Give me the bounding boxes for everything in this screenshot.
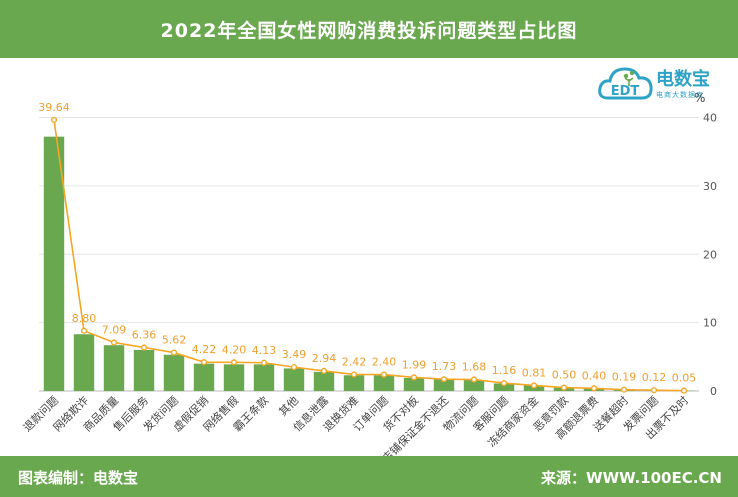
logo-mark-text: EDT bbox=[611, 84, 640, 99]
line-point bbox=[50, 116, 58, 124]
logo-slogan-text: 电商大数据库 bbox=[656, 91, 704, 99]
bar bbox=[43, 136, 65, 391]
line-point bbox=[200, 359, 208, 366]
line-series bbox=[50, 116, 688, 394]
line-point bbox=[560, 384, 568, 391]
data-label: 0.50 bbox=[552, 369, 577, 382]
y-axis-ticks: 0 10 20 30 40 bbox=[703, 112, 717, 399]
data-label: 2.94 bbox=[312, 352, 337, 365]
line-point bbox=[350, 371, 358, 378]
footer-bar: 图表编制：电数宝 来源：WWW.100EC.CN bbox=[0, 456, 738, 497]
bar bbox=[163, 354, 185, 391]
bar bbox=[223, 364, 245, 391]
line-point bbox=[140, 344, 148, 351]
data-label: 0.05 bbox=[672, 372, 697, 385]
bar bbox=[463, 380, 485, 391]
data-label: 1.73 bbox=[432, 360, 457, 373]
bar bbox=[343, 375, 365, 391]
line-point bbox=[110, 339, 118, 346]
line-point bbox=[620, 386, 628, 393]
line-point bbox=[320, 367, 328, 374]
data-label: 2.40 bbox=[372, 356, 397, 369]
y-tick-label: 0 bbox=[710, 385, 717, 398]
header-bar: 2022年全国女性网购消费投诉问题类型占比图 bbox=[0, 0, 738, 58]
line-point bbox=[590, 385, 598, 392]
line-point bbox=[650, 387, 658, 394]
data-label: 1.16 bbox=[492, 364, 517, 377]
y-tick-label: 10 bbox=[703, 317, 717, 330]
bar bbox=[313, 371, 335, 391]
cloud-logo-icon: EDT bbox=[598, 67, 653, 100]
line-point bbox=[290, 364, 298, 371]
bar bbox=[493, 383, 515, 391]
data-label: 7.09 bbox=[102, 324, 127, 337]
x-tick-label: 其他 bbox=[276, 394, 301, 419]
line-point bbox=[380, 371, 388, 378]
bar bbox=[403, 378, 425, 391]
data-label: 0.19 bbox=[612, 371, 637, 384]
line-point bbox=[410, 374, 418, 381]
data-label: 39.64 bbox=[38, 101, 70, 114]
footer-editor: 图表编制：电数宝 bbox=[18, 469, 139, 487]
data-label: 4.20 bbox=[222, 343, 247, 356]
bar bbox=[433, 379, 455, 391]
data-label: 5.62 bbox=[162, 334, 187, 347]
y-tick-label: 30 bbox=[703, 180, 717, 193]
data-label: 0.40 bbox=[582, 369, 607, 382]
bar bbox=[373, 375, 395, 391]
data-label: 3.49 bbox=[282, 348, 307, 361]
trend-line bbox=[53, 119, 685, 392]
chart-title: 2022年全国女性网购消费投诉问题类型占比图 bbox=[160, 19, 578, 42]
data-label: 6.36 bbox=[132, 329, 157, 342]
bar bbox=[193, 363, 215, 391]
data-label: 0.81 bbox=[522, 366, 547, 379]
bar bbox=[133, 349, 155, 391]
data-label: 8.80 bbox=[72, 312, 97, 325]
footer-source: 来源：WWW.100EC.CN bbox=[541, 469, 722, 487]
line-point bbox=[530, 382, 538, 389]
y-tick-label: 40 bbox=[703, 112, 717, 125]
logo-brand-text: 电数宝 bbox=[656, 69, 710, 90]
chart-area: 0 10 20 30 40 退款问题网络欺诈商品质量售后服务发货问题虚假促销网络售假霸王… bbox=[20, 91, 717, 456]
line-point bbox=[230, 359, 238, 366]
line-point bbox=[500, 379, 508, 387]
bar-series bbox=[43, 136, 695, 391]
line-point bbox=[680, 387, 688, 394]
brand-logo: EDT 电数宝 电商大数据库 bbox=[598, 62, 710, 106]
line-point bbox=[470, 376, 478, 383]
bar bbox=[283, 368, 305, 391]
line-point bbox=[440, 376, 448, 383]
bar bbox=[253, 364, 275, 391]
data-label: 1.68 bbox=[462, 361, 487, 374]
y-axis-unit: % bbox=[694, 91, 705, 105]
data-label: 0.12 bbox=[642, 371, 667, 384]
data-label: 2.42 bbox=[342, 355, 367, 368]
data-label: 1.99 bbox=[402, 358, 427, 371]
data-label: 4.22 bbox=[192, 343, 217, 356]
bar bbox=[73, 334, 95, 391]
bar bbox=[103, 345, 125, 391]
line-point bbox=[260, 359, 268, 366]
line-point bbox=[80, 327, 88, 334]
data-label: 4.13 bbox=[252, 344, 277, 357]
line-point bbox=[170, 349, 178, 356]
data-labels: 39.64 8.80 7.09 6.36 5.62 4.22 4.20 4.13 3.49 2.9… bbox=[38, 101, 696, 385]
y-tick-label: 20 bbox=[703, 248, 717, 261]
